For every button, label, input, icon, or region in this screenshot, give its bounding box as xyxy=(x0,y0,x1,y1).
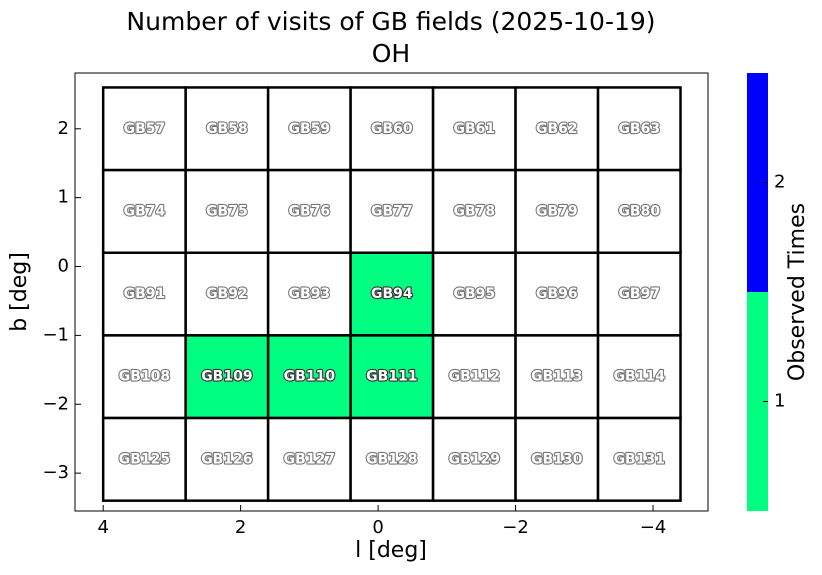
field-cell xyxy=(431,251,517,337)
plot-frame xyxy=(74,72,709,512)
field-label: GB126 xyxy=(201,451,252,467)
field-label: GB75 xyxy=(206,203,248,219)
field-cell xyxy=(596,416,682,502)
field-cell xyxy=(266,251,352,337)
colorbar-tick-label: 1 xyxy=(774,391,785,412)
field-label: GB74 xyxy=(124,203,166,219)
y-tick-label: 2 xyxy=(58,118,69,139)
field-label: GB113 xyxy=(531,369,582,385)
field-cell xyxy=(266,416,352,502)
field-cell xyxy=(101,168,187,254)
x-tick-label: 0 xyxy=(372,517,383,538)
field-cell xyxy=(184,86,270,172)
field-cell xyxy=(101,416,187,502)
field-cell xyxy=(184,251,270,337)
field-cell xyxy=(514,86,600,172)
field-label: GB125 xyxy=(119,451,170,467)
field-cell xyxy=(596,168,682,254)
field-label: GB114 xyxy=(614,369,666,385)
field-label: GB95 xyxy=(453,286,495,302)
field-label: GB78 xyxy=(453,203,495,219)
field-label: GB58 xyxy=(206,121,248,137)
y-tick-label: −3 xyxy=(42,462,69,483)
field-cell xyxy=(101,86,187,172)
field-cell xyxy=(514,334,600,420)
field-label: GB79 xyxy=(536,203,578,219)
colorbar-segment xyxy=(747,73,768,292)
x-tick-label: −2 xyxy=(502,517,529,538)
y-tick-label: 1 xyxy=(58,187,69,208)
field-label: GB109 xyxy=(201,369,252,385)
field-label: GB131 xyxy=(614,451,665,467)
x-axis-label: l [deg] xyxy=(355,538,427,563)
y-tick-label: −2 xyxy=(42,393,69,414)
field-label: GB127 xyxy=(284,451,335,467)
y-tick-label: 0 xyxy=(58,256,69,277)
colorbar-segment xyxy=(747,292,768,511)
field-label: GB80 xyxy=(618,203,660,219)
field-cell xyxy=(184,334,270,420)
field-label: GB129 xyxy=(449,451,500,467)
field-cell xyxy=(514,251,600,337)
x-tick-label: 4 xyxy=(97,517,108,538)
x-tick-label: 2 xyxy=(235,517,246,538)
field-label: GB110 xyxy=(284,369,336,385)
field-cell xyxy=(266,168,352,254)
field-label: GB77 xyxy=(371,203,413,219)
field-label: GB93 xyxy=(289,286,331,302)
field-label: GB94 xyxy=(371,286,413,302)
field-label: GB91 xyxy=(124,286,166,302)
field-label: GB59 xyxy=(289,121,331,137)
field-label: GB63 xyxy=(618,121,660,137)
field-label: GB76 xyxy=(289,203,331,219)
chart-title: Number of visits of GB fields (2025-10-1… xyxy=(126,7,655,36)
field-label: GB130 xyxy=(531,451,583,467)
field-label: GB92 xyxy=(206,286,248,302)
field-cell xyxy=(431,168,517,254)
y-tick-label: −1 xyxy=(42,324,69,345)
field-label: GB112 xyxy=(449,369,500,385)
field-label: GB62 xyxy=(536,121,578,137)
field-cell xyxy=(101,334,187,420)
field-cell xyxy=(514,416,600,502)
field-label: GB97 xyxy=(618,286,660,302)
y-axis-label: b [deg] xyxy=(7,252,32,332)
field-label: GB128 xyxy=(366,451,417,467)
field-label: GB96 xyxy=(536,286,578,302)
field-label: GB57 xyxy=(124,121,166,137)
field-label: GB111 xyxy=(366,369,417,385)
field-label: GB61 xyxy=(453,121,495,137)
colorbar-tick-label: 2 xyxy=(774,172,785,193)
field-label: GB108 xyxy=(119,369,170,385)
field-label: GB60 xyxy=(371,121,413,137)
chart-subtitle: OH xyxy=(372,39,410,68)
x-tick-label: −4 xyxy=(640,517,667,538)
field-cell xyxy=(596,251,682,337)
colorbar-label: Observed Times xyxy=(785,203,810,381)
